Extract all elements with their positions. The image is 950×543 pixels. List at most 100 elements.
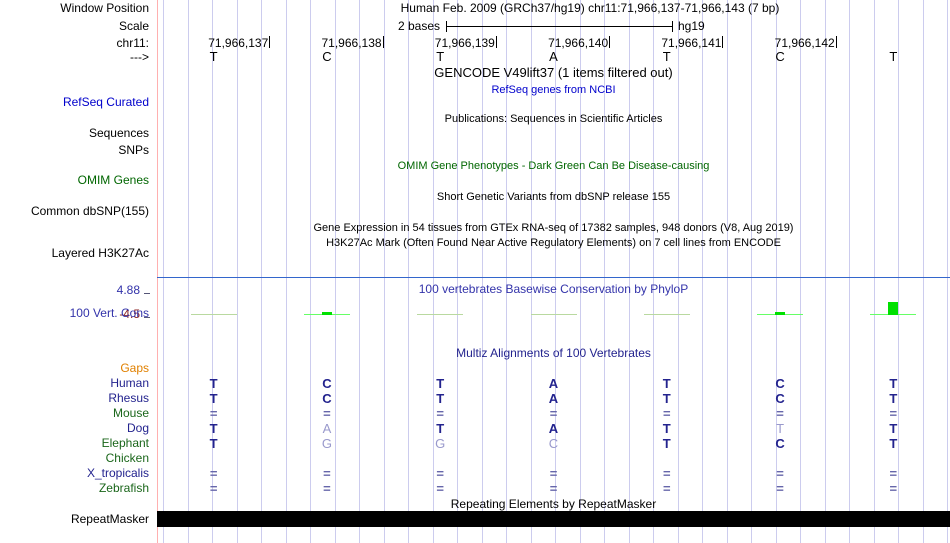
- scale-assembly-label: hg19: [678, 19, 705, 33]
- ruler-tick: [722, 36, 723, 48]
- conservation-bar: [775, 312, 785, 315]
- alignment-base: =: [776, 481, 784, 496]
- track-label-publications[interactable]: Sequences: [88, 126, 149, 140]
- conservation-baseline: [190, 314, 237, 315]
- alignment-base: A: [548, 421, 559, 436]
- alignment-base: =: [889, 481, 898, 496]
- alignment-base: =: [889, 406, 898, 421]
- alignment-base: =: [209, 406, 218, 421]
- alignment-base: G: [321, 436, 332, 451]
- alignment-base: =: [323, 466, 331, 481]
- alignment-base: T: [662, 376, 671, 391]
- alignment-base: C: [775, 436, 785, 451]
- alignment-base: A: [548, 376, 559, 391]
- alignment-base: =: [549, 406, 558, 421]
- conservation-min-tick: [144, 317, 150, 318]
- track-center-label-gencode: GENCODE V49lift37 (1 items filtered out): [434, 65, 673, 80]
- alignment-base: T: [436, 391, 445, 406]
- track-label-refseq-curated[interactable]: RefSeq Curated: [62, 95, 149, 109]
- alignment-base: T: [776, 421, 785, 436]
- conservation-baseline: [643, 314, 690, 315]
- alignment-base: T: [209, 376, 218, 391]
- repeatmasker-center-label: Repeating Elements by RepeatMasker: [450, 497, 657, 511]
- window-position-value: Human Feb. 2009 (GRCh37/hg19) chr11:71,9…: [400, 1, 780, 15]
- species-label-mouse[interactable]: Mouse: [112, 406, 149, 420]
- species-label-zebrafish[interactable]: Zebrafish: [98, 481, 149, 495]
- ruler-position-label: 71,966,141: [661, 36, 722, 50]
- species-label-human[interactable]: Human: [110, 376, 149, 390]
- ruler-position-label: 71,966,140: [548, 36, 609, 50]
- scale-bar-tick-right: [672, 21, 673, 32]
- ruler-tick: [836, 36, 837, 48]
- alignment-base: C: [775, 391, 785, 406]
- multiz-gaps-label: Gaps: [120, 361, 149, 375]
- window-position-label: Window Position: [60, 1, 149, 15]
- track-label-omim-genes[interactable]: OMIM Genes: [77, 173, 149, 187]
- chrom-label: chr11:: [116, 36, 149, 50]
- alignment-base: T: [889, 391, 898, 406]
- conservation-center-label: 100 vertebrates Basewise Conservation by…: [418, 282, 689, 296]
- ruler-base-letter: T: [209, 49, 218, 64]
- track-label-layered-h3k27ac[interactable]: Layered H3K27Ac: [51, 246, 149, 260]
- track-label-snps[interactable]: SNPs: [118, 143, 149, 157]
- track-center-label-layered-h3k27ac: H3K27Ac Mark (Often Found Near Active Re…: [326, 237, 781, 249]
- alignment-base: A: [548, 391, 559, 406]
- ruler-base-letter: A: [549, 49, 558, 64]
- alignment-base: C: [322, 376, 332, 391]
- ruler-position-label: 71,966,137: [208, 36, 269, 50]
- multiz-center-label: Multiz Alignments of 100 Vertebrates: [456, 346, 651, 360]
- alignment-base: =: [436, 406, 444, 421]
- alignment-base: G: [435, 436, 446, 451]
- alignment-base: T: [209, 391, 218, 406]
- species-label-x_tropicalis[interactable]: X_tropicalis: [86, 466, 149, 480]
- track-label-common-dbsnp[interactable]: Common dbSNP(155): [30, 204, 149, 218]
- alignment-base: A: [322, 421, 332, 436]
- track-separator-line: [157, 277, 950, 278]
- repeatmasker-feature-bar[interactable]: [157, 511, 950, 527]
- ruler-position-label: 71,966,142: [774, 36, 835, 50]
- conservation-baseline: [530, 314, 577, 315]
- track-center-label-refseq-curated: RefSeq genes from NCBI: [491, 84, 616, 96]
- ruler-tick: [496, 36, 497, 48]
- scale-label: Scale: [118, 19, 149, 33]
- alignment-base: =: [889, 466, 898, 481]
- alignment-base: =: [209, 466, 218, 481]
- species-label-chicken[interactable]: Chicken: [105, 451, 149, 465]
- alignment-base: =: [662, 466, 671, 481]
- ruler-tick: [383, 36, 384, 48]
- species-label-rhesus[interactable]: Rhesus: [108, 391, 149, 405]
- alignment-base: C: [322, 391, 332, 406]
- species-label-elephant[interactable]: Elephant: [101, 436, 149, 450]
- alignment-base: =: [549, 466, 558, 481]
- scale-bar-line: [446, 26, 672, 27]
- scale-bar-tick-left: [446, 21, 447, 32]
- conservation-bar: [322, 312, 332, 315]
- track-center-label-omim-genes: OMIM Gene Phenotypes - Dark Green Can Be…: [397, 160, 710, 172]
- alignment-base: =: [776, 466, 784, 481]
- alignment-base: =: [776, 406, 784, 421]
- ruler-tick: [269, 36, 270, 48]
- conservation-track-label[interactable]: 100 Vert. Cons: [69, 306, 149, 320]
- alignment-base: T: [209, 436, 218, 451]
- track-center-label-common-dbsnp: Short Genetic Variants from dbSNP releas…: [436, 191, 671, 203]
- ruler-position-label: 71,966,139: [434, 36, 495, 50]
- alignment-base: T: [662, 391, 671, 406]
- species-label-dog[interactable]: Dog: [126, 421, 149, 435]
- ruler-base-letter: C: [322, 49, 332, 64]
- alignment-base: T: [889, 376, 898, 391]
- ruler-base-letter: T: [436, 49, 445, 64]
- alignment-base: T: [889, 421, 898, 436]
- conservation-baseline: [417, 314, 464, 315]
- repeatmasker-track-label[interactable]: RepeatMasker: [70, 512, 149, 526]
- alignment-base: =: [209, 481, 218, 496]
- ruler-base-letter: C: [775, 49, 785, 64]
- alignment-base: C: [548, 436, 559, 451]
- ruler-base-letter: T: [662, 49, 671, 64]
- alignment-base: =: [436, 481, 444, 496]
- track-center-label-gtex: Gene Expression in 54 tissues from GTEx …: [313, 222, 794, 234]
- ruler-tick: [609, 36, 610, 48]
- alignment-base: C: [775, 376, 785, 391]
- alignment-base: =: [436, 466, 444, 481]
